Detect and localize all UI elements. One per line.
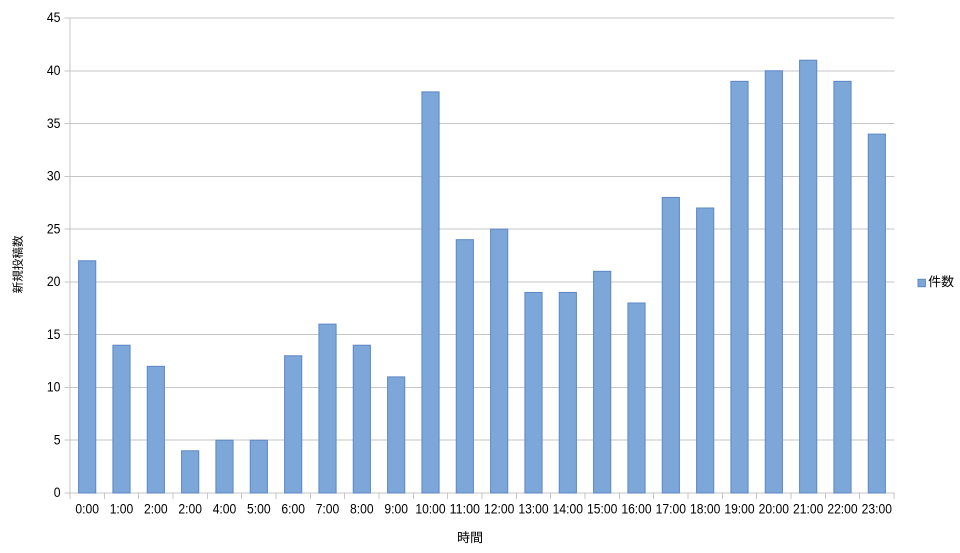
svg-text:17:00: 17:00 — [656, 501, 686, 516]
svg-text:7:00: 7:00 — [316, 501, 340, 516]
svg-text:35: 35 — [47, 116, 61, 131]
svg-text:10:00: 10:00 — [415, 501, 445, 516]
svg-text:2:00: 2:00 — [178, 501, 202, 516]
svg-text:5:00: 5:00 — [247, 501, 271, 516]
svg-text:5: 5 — [54, 432, 61, 447]
svg-text:8:00: 8:00 — [350, 501, 374, 516]
svg-text:0:00: 0:00 — [75, 501, 99, 516]
svg-text:12:00: 12:00 — [484, 501, 514, 516]
svg-text:18:00: 18:00 — [690, 501, 720, 516]
svg-text:23:00: 23:00 — [862, 501, 892, 516]
svg-text:14:00: 14:00 — [553, 501, 583, 516]
svg-text:2:00: 2:00 — [144, 501, 168, 516]
svg-text:10: 10 — [47, 380, 61, 395]
svg-text:16:00: 16:00 — [621, 501, 651, 516]
svg-text:45: 45 — [47, 10, 61, 25]
svg-text:9:00: 9:00 — [384, 501, 408, 516]
svg-text:19:00: 19:00 — [724, 501, 754, 516]
svg-text:15: 15 — [47, 327, 61, 342]
svg-text:13:00: 13:00 — [518, 501, 548, 516]
svg-text:15:00: 15:00 — [587, 501, 617, 516]
svg-text:1:00: 1:00 — [110, 501, 134, 516]
svg-text:6:00: 6:00 — [281, 501, 305, 516]
svg-text:40: 40 — [47, 63, 61, 78]
svg-text:20: 20 — [47, 274, 61, 289]
svg-text:20:00: 20:00 — [759, 501, 789, 516]
svg-text:25: 25 — [47, 221, 61, 236]
svg-text:11:00: 11:00 — [450, 501, 480, 516]
svg-text:22:00: 22:00 — [827, 501, 857, 516]
svg-text:30: 30 — [47, 169, 61, 184]
svg-text:21:00: 21:00 — [793, 501, 823, 516]
svg-text:4:00: 4:00 — [213, 501, 237, 516]
svg-text:0: 0 — [54, 485, 61, 500]
